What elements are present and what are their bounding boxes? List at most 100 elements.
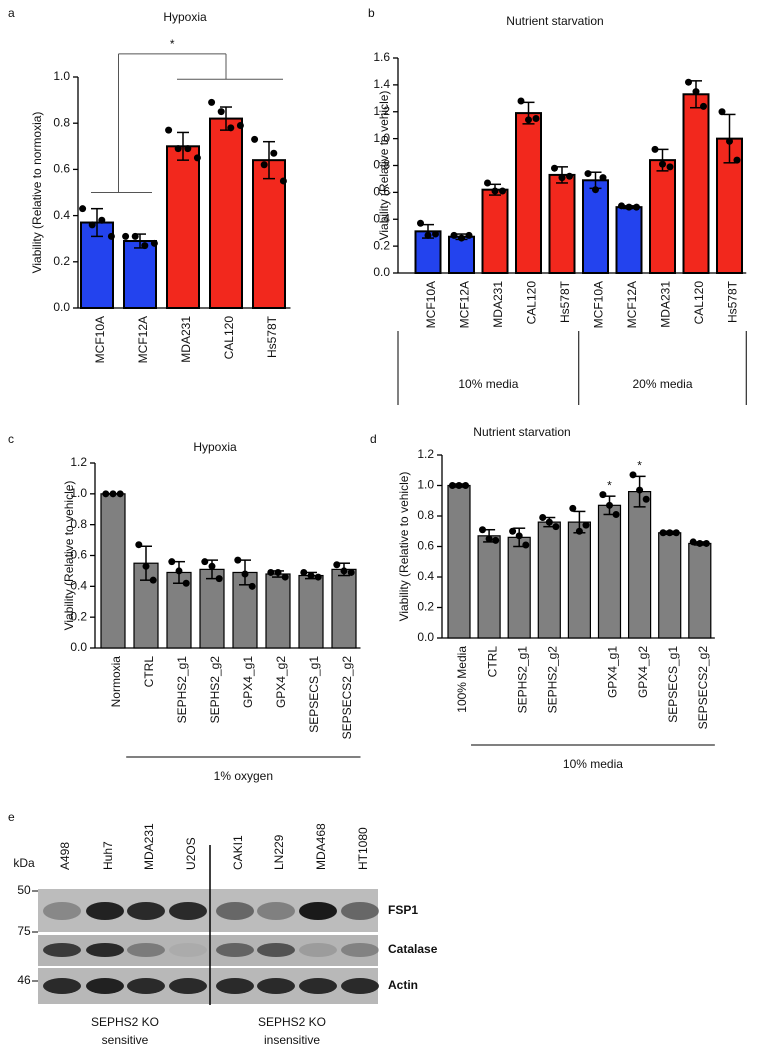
chart-title: Hypoxia [193, 440, 237, 454]
data-point [217, 108, 225, 116]
data-point [208, 562, 216, 570]
data-point [726, 137, 733, 145]
y-tick-label: 0.4 [53, 208, 70, 222]
y-tick-label: 1.0 [373, 131, 390, 145]
data-point [417, 219, 424, 227]
x-tick-label: Hs578T [726, 280, 740, 323]
marker-label: 50 [17, 883, 31, 897]
data-point [592, 186, 599, 194]
data-point [539, 514, 547, 522]
bar [658, 532, 682, 639]
x-tick-label: GPX4_g1 [241, 656, 255, 708]
data-point [168, 558, 176, 566]
chart-title: Nutrient starvation [506, 14, 603, 28]
y-tick-label: 1.0 [70, 486, 87, 500]
x-tick-label: CAL120 [222, 316, 236, 360]
chart-title: Hypoxia [163, 10, 207, 24]
data-point [625, 203, 633, 211]
data-point [522, 541, 530, 549]
bar [615, 206, 643, 274]
band [169, 943, 207, 957]
panel-letter: a [8, 6, 15, 20]
group-label: 10% media [563, 757, 623, 771]
x-tick-label: SEPHS2_g2 [208, 656, 222, 724]
bar [627, 491, 652, 639]
data-point [629, 471, 637, 479]
band [86, 978, 124, 994]
lane-label: Huh7 [101, 841, 115, 870]
data-point [201, 558, 209, 566]
data-point [484, 179, 491, 187]
lane-label: U2OS [184, 837, 198, 870]
error-bar [177, 131, 189, 161]
data-point [102, 490, 110, 498]
band [299, 902, 337, 920]
y-tick-label: 1.2 [70, 455, 87, 469]
error-bar [263, 140, 275, 180]
lane-label: MDA468 [314, 823, 328, 870]
data-point [241, 570, 249, 578]
data-point [642, 495, 650, 503]
y-tick-label: 0.2 [417, 600, 434, 614]
y-tick-label: 0.6 [417, 539, 434, 553]
data-point [479, 526, 486, 534]
y-axis-label: Viability (Relative to vehicle) [377, 91, 391, 241]
x-tick-label: MCF10A [424, 281, 438, 328]
y-tick-label: 0.6 [53, 162, 70, 176]
bar [100, 493, 126, 649]
y-tick-label: 1.2 [373, 104, 390, 118]
data-point [274, 568, 282, 576]
data-point [492, 536, 500, 544]
data-point [340, 567, 348, 575]
x-tick-label: CTRL [142, 656, 156, 688]
row-label: Actin [388, 978, 418, 992]
band [341, 943, 379, 957]
data-point [347, 568, 355, 576]
bar [123, 240, 157, 309]
data-point [135, 541, 143, 549]
bar [481, 188, 509, 274]
band [299, 978, 337, 994]
data-point [450, 231, 458, 239]
data-point [260, 161, 268, 169]
x-tick-label: SEPSECS2_g2 [696, 646, 710, 730]
data-point [636, 486, 644, 494]
y-tick-label: 0.8 [53, 115, 70, 129]
y-tick-label: 0.4 [373, 211, 390, 225]
error-bar [91, 207, 103, 238]
group-label: 10% media [458, 377, 518, 391]
band [127, 902, 165, 920]
data-point [107, 232, 115, 240]
data-point [333, 561, 341, 569]
significance: * [607, 478, 612, 492]
panel-letter: e [8, 810, 15, 824]
data-point [685, 78, 692, 86]
bar [265, 573, 291, 649]
y-tick-label: 0.8 [417, 508, 434, 522]
y-tick-label: 0.4 [70, 579, 87, 593]
bar [682, 93, 710, 274]
data-point [545, 518, 553, 526]
data-point [672, 529, 680, 537]
x-tick-label: CTRL [485, 646, 499, 678]
data-point [599, 174, 607, 182]
data-point [485, 535, 493, 543]
x-tick-label: 100% Media [455, 646, 469, 713]
y-tick-label: 0.8 [70, 517, 87, 531]
y-tick-label: 0.0 [70, 640, 87, 654]
bar [537, 521, 561, 639]
y-tick-label: 0.0 [53, 300, 70, 314]
data-point [582, 521, 590, 529]
marker-label: 46 [17, 973, 31, 987]
data-point [227, 124, 235, 132]
data-point [606, 501, 613, 509]
lane-label: LN229 [272, 834, 286, 870]
data-point [718, 108, 726, 116]
x-tick-label: MCF12A [625, 281, 639, 328]
x-tick-label: CAL120 [525, 281, 539, 325]
y-tick-label: 0.8 [373, 158, 390, 172]
x-tick-label: MCF10A [592, 281, 606, 328]
data-point [666, 529, 674, 537]
data-point [700, 102, 707, 110]
data-point [566, 172, 573, 180]
